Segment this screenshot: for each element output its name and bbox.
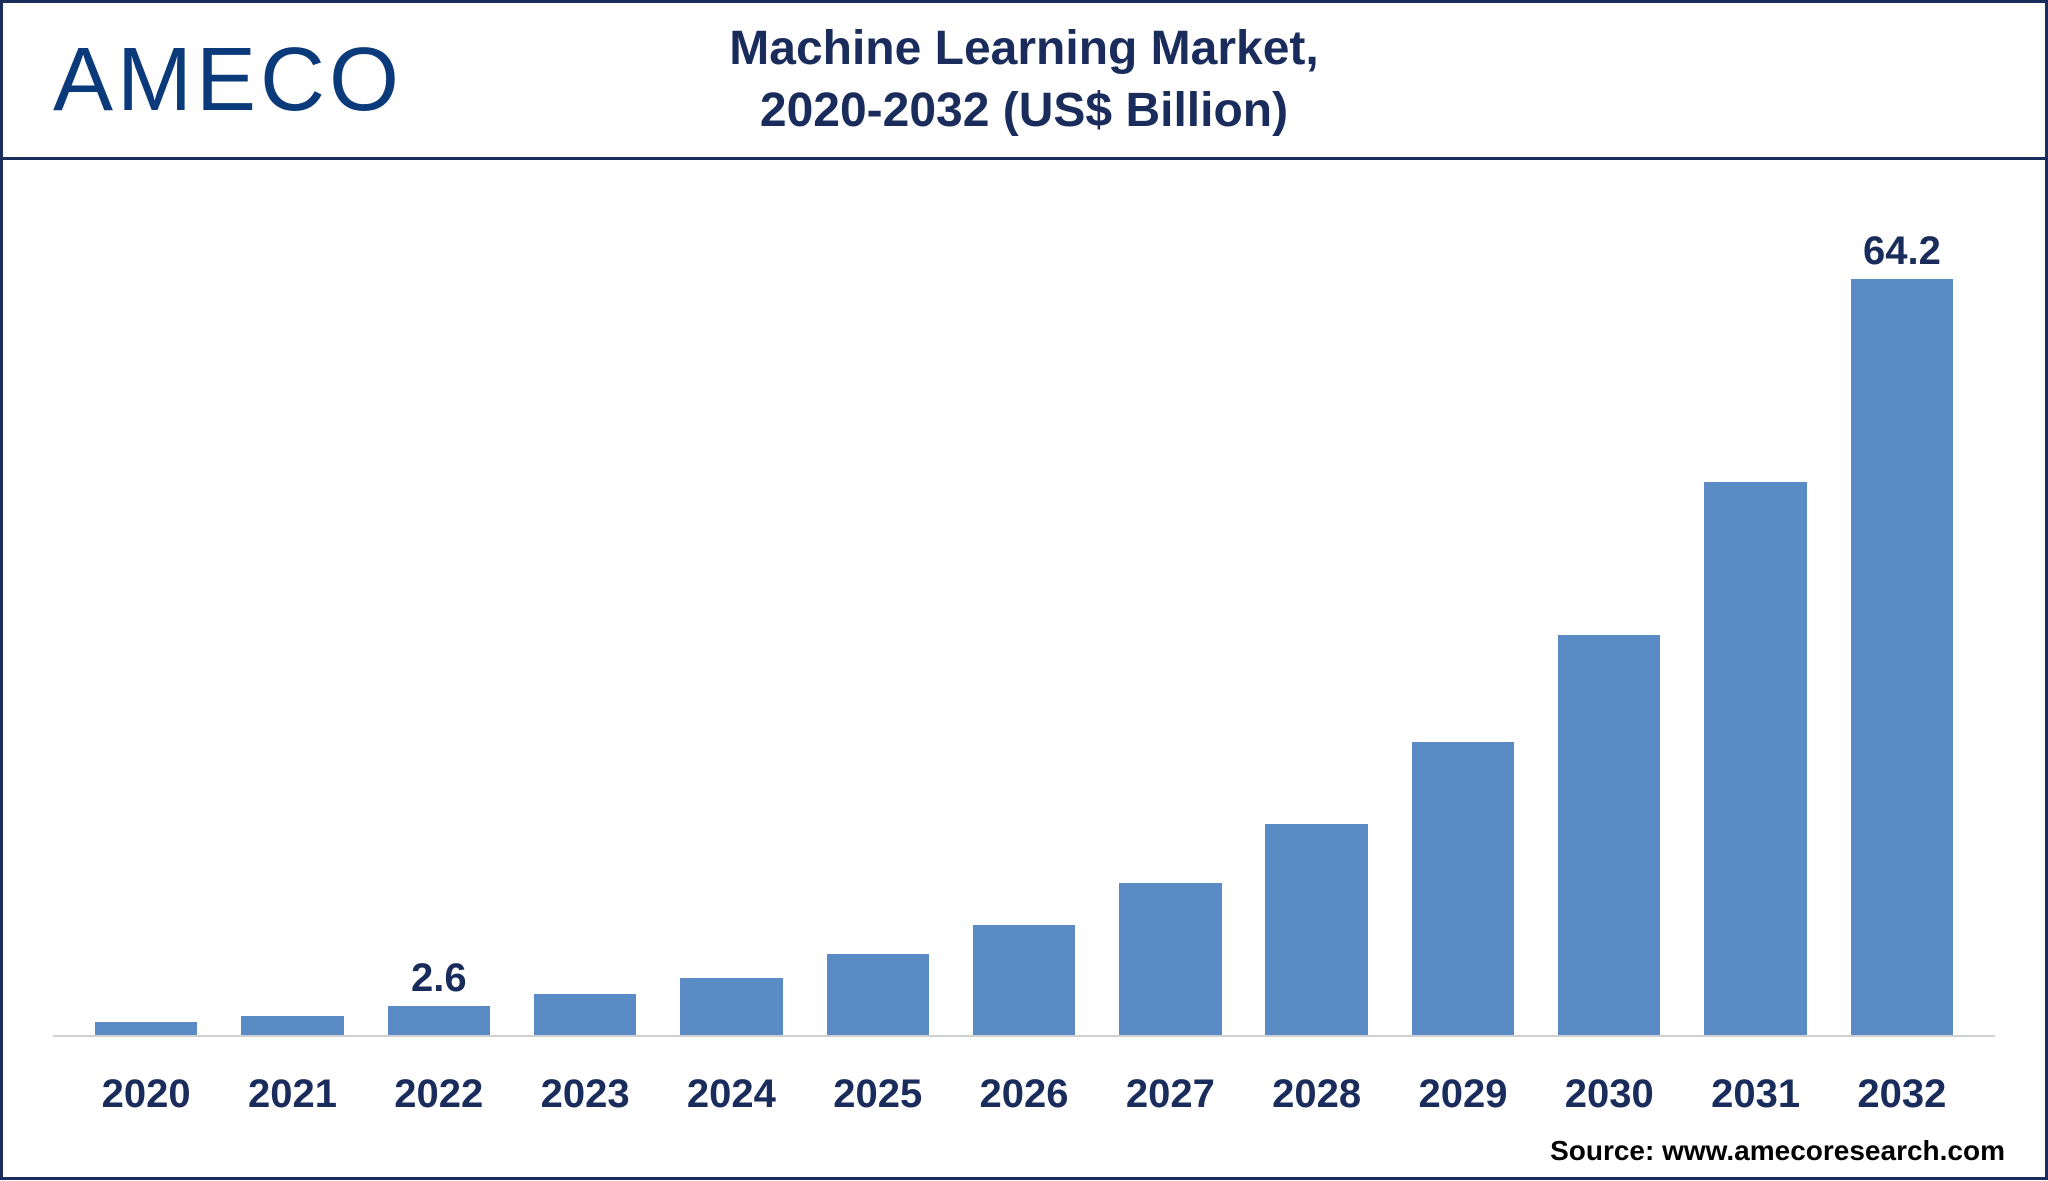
bar-value-label: 64.2 [1863, 229, 1941, 274]
bar: 64.2 [1851, 279, 1953, 1037]
bar-slot [658, 210, 804, 1037]
x-axis-label: 2031 [1682, 1072, 1828, 1117]
bar-slot [805, 210, 951, 1037]
bar-slot [1244, 210, 1390, 1037]
x-axis-label: 2020 [73, 1072, 219, 1117]
x-axis-label: 2030 [1536, 1072, 1682, 1117]
logo: AMECO [53, 29, 403, 132]
logo-text: AMECO [53, 29, 403, 132]
x-axis-label: 2023 [512, 1072, 658, 1117]
x-axis-label: 2021 [219, 1072, 365, 1117]
x-axis-label: 2026 [951, 1072, 1097, 1117]
bar-slot [219, 210, 365, 1037]
x-axis: 2020202120222023202420252026202720282029… [53, 1072, 1995, 1117]
chart-title: Machine Learning Market, 2020-2032 (US$ … [729, 18, 1318, 143]
bar-slot [1097, 210, 1243, 1037]
bars-group: 2.6 64.2 [53, 210, 1995, 1037]
chart-card: AMECO Machine Learning Market, 2020-2032… [0, 0, 2048, 1181]
bar-slot: 2.6 [366, 210, 512, 1037]
bar [973, 925, 1075, 1037]
baseline [53, 1035, 1995, 1037]
bar [1558, 635, 1660, 1037]
source-attribution: Source: www.amecoresearch.com [1550, 1135, 2005, 1167]
bar [680, 978, 782, 1037]
bar [1265, 824, 1367, 1037]
bar-slot [1536, 210, 1682, 1037]
bar-slot [1682, 210, 1828, 1037]
x-axis-label: 2029 [1390, 1072, 1536, 1117]
bar-slot [512, 210, 658, 1037]
x-axis-label: 2025 [805, 1072, 951, 1117]
chart-container: 2.6 64.2 20202021202220232024202520262027… [0, 160, 2048, 1180]
bar [534, 994, 636, 1037]
title-line-2: 2020-2032 (US$ Billion) [729, 80, 1318, 142]
bar-slot [951, 210, 1097, 1037]
bar [1119, 883, 1221, 1037]
x-axis-label: 2027 [1097, 1072, 1243, 1117]
plot-area: 2.6 64.2 [53, 210, 1995, 1037]
bar: 2.6 [388, 1006, 490, 1037]
header: AMECO Machine Learning Market, 2020-2032… [0, 0, 2048, 160]
bar [1412, 742, 1514, 1037]
bar [241, 1016, 343, 1037]
bar-slot [73, 210, 219, 1037]
bar [827, 954, 929, 1037]
bar [1704, 482, 1806, 1037]
bar-slot [1390, 210, 1536, 1037]
x-axis-label: 2022 [366, 1072, 512, 1117]
bar-value-label: 2.6 [411, 956, 467, 1001]
title-line-1: Machine Learning Market, [729, 18, 1318, 80]
bar-slot: 64.2 [1829, 210, 1975, 1037]
x-axis-label: 2024 [658, 1072, 804, 1117]
x-axis-label: 2032 [1829, 1072, 1975, 1117]
x-axis-label: 2028 [1244, 1072, 1390, 1117]
